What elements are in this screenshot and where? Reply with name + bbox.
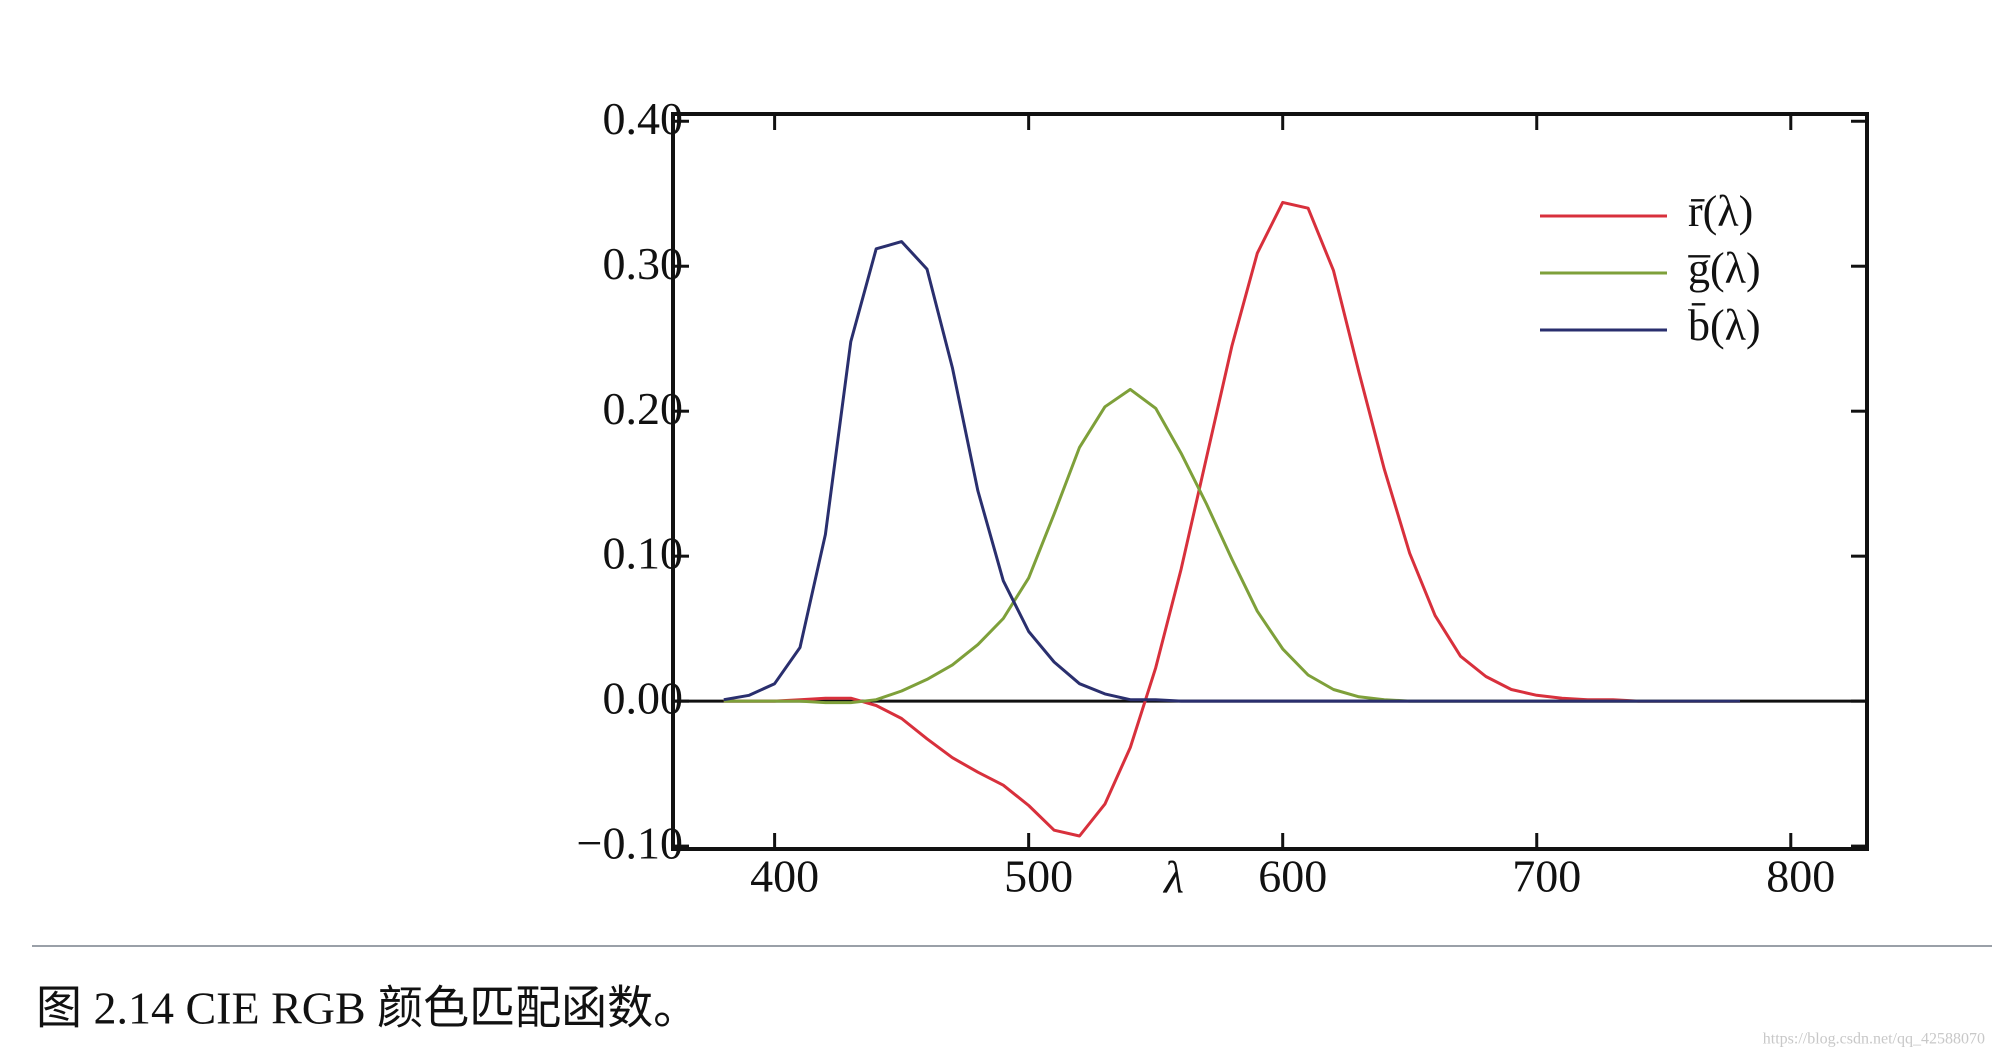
- watermark: https://blog.csdn.net/qq_42588070: [1763, 1031, 1985, 1048]
- legend-label: r̄(λ): [1688, 187, 1753, 236]
- caption: 图 2.14 CIE RGB 颜色匹配函数。: [36, 983, 699, 1034]
- series-line: [723, 240, 1740, 703]
- y-tick-label: 0.10: [603, 528, 684, 579]
- x-tick-label: 400: [750, 851, 819, 902]
- x-tick-label: 600: [1258, 851, 1327, 902]
- plot-frame: [671, 112, 1869, 851]
- series-line: [723, 200, 1740, 838]
- series-line: [723, 387, 1740, 705]
- x-tick-label: 700: [1512, 851, 1581, 902]
- legend-label: b̄(λ): [1688, 301, 1761, 350]
- x-axis-label: λ: [1162, 852, 1184, 903]
- x-tick-label: 500: [1004, 851, 1073, 902]
- x-tick-label: 800: [1766, 851, 1835, 902]
- y-tick-label: 0.30: [603, 238, 684, 289]
- y-tick-label: 0.40: [603, 93, 684, 144]
- y-tick-label: 0.20: [603, 383, 684, 434]
- legend-label: g̅(λ): [1687, 244, 1760, 293]
- y-tick-label: 0.00: [603, 673, 684, 724]
- y-tick-label: −0.10: [577, 818, 683, 869]
